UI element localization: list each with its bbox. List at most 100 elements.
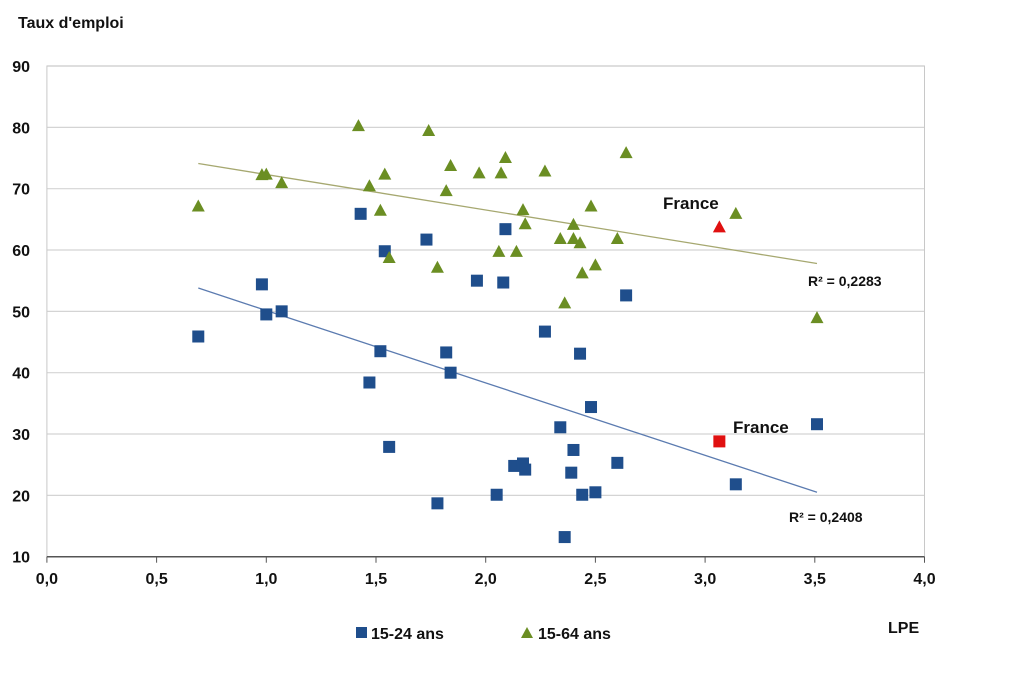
france-label-15-24: France bbox=[733, 418, 789, 437]
data-point-15-64 bbox=[362, 179, 376, 192]
data-point-15-64 bbox=[444, 158, 458, 171]
data-point-15-64 bbox=[382, 250, 396, 263]
legend-label-15-24: 15-24 ans bbox=[371, 626, 444, 643]
data-point-15-64 bbox=[373, 203, 387, 216]
data-point-15-64 bbox=[588, 258, 602, 271]
data-point-15-64 bbox=[275, 176, 289, 189]
y-tick-label: 10 bbox=[12, 550, 30, 567]
x-tick-label: 1,0 bbox=[255, 571, 277, 588]
r2-label-15-24: R² = 0,2408 bbox=[789, 509, 863, 525]
data-point-15-64 bbox=[584, 199, 598, 212]
data-point-15-64 bbox=[191, 199, 205, 212]
data-point-15-64 bbox=[729, 206, 743, 219]
trend-line-0 bbox=[198, 287, 818, 493]
data-point-15-64 bbox=[575, 266, 589, 279]
data-point-15-64 bbox=[619, 146, 633, 159]
y-tick-label: 30 bbox=[12, 427, 30, 444]
y-tick-label: 80 bbox=[12, 120, 30, 137]
x-tick-label: 0,5 bbox=[145, 571, 167, 588]
y-ticks: 10 20 30 40 50 60 70 80 90 bbox=[12, 59, 30, 567]
data-point-15-24 bbox=[444, 366, 457, 379]
data-point-15-24 bbox=[576, 488, 589, 501]
legend-label-15-64: 15-64 ans bbox=[538, 626, 611, 643]
y-tick-label: 60 bbox=[12, 243, 30, 260]
data-point-15-64 bbox=[472, 166, 486, 179]
y-axis-label: Taux d'emploi bbox=[18, 15, 124, 32]
data-point-15-64 bbox=[538, 164, 552, 177]
data-point-15-24 bbox=[383, 440, 396, 453]
r2-label-15-64: R² = 0,2283 bbox=[808, 273, 882, 289]
data-point-15-24 bbox=[519, 463, 532, 476]
data-point-15-64 bbox=[494, 166, 508, 179]
data-point-15-24 bbox=[470, 274, 483, 287]
data-point-15-64 bbox=[492, 244, 506, 257]
x-tick-label: 3,0 bbox=[694, 571, 716, 588]
data-point-15-64 bbox=[422, 124, 436, 137]
data-point-15-24 bbox=[585, 401, 598, 414]
data-point-15-24 bbox=[260, 308, 273, 321]
data-point-15-64 bbox=[610, 231, 624, 244]
data-point-15-24 bbox=[554, 421, 567, 434]
france-point-15-24 bbox=[713, 435, 726, 448]
x-axis-label: LPE bbox=[888, 620, 919, 637]
x-tick-label: 4,0 bbox=[913, 571, 935, 588]
data-point-15-24 bbox=[374, 345, 387, 358]
data-point-15-24 bbox=[565, 466, 578, 479]
legend: 15-24 ans 15-64 ans bbox=[356, 626, 611, 643]
x-tick-label: 2,5 bbox=[584, 571, 606, 588]
data-point-15-24 bbox=[611, 456, 624, 469]
data-point-15-24 bbox=[431, 497, 444, 510]
data-points bbox=[191, 119, 824, 544]
data-point-15-64 bbox=[439, 184, 453, 197]
data-point-15-24 bbox=[729, 478, 742, 491]
data-point-15-24 bbox=[589, 486, 602, 499]
data-point-15-64 bbox=[518, 217, 532, 230]
data-point-15-64 bbox=[259, 167, 273, 180]
data-point-15-64 bbox=[509, 244, 523, 257]
france-point-15-64 bbox=[712, 220, 726, 233]
data-point-15-64 bbox=[516, 203, 530, 216]
data-point-15-64 bbox=[573, 236, 587, 249]
y-tick-label: 50 bbox=[12, 304, 30, 321]
x-tick-label: 0,0 bbox=[36, 571, 58, 588]
trend-line-1 bbox=[198, 162, 818, 265]
data-point-15-24 bbox=[420, 233, 433, 246]
x-tick-label: 3,5 bbox=[804, 571, 826, 588]
y-tick-label: 70 bbox=[12, 182, 30, 199]
data-point-15-64 bbox=[430, 260, 444, 273]
data-point-15-64 bbox=[351, 119, 365, 132]
data-point-15-64 bbox=[498, 151, 512, 164]
x-ticks: 0,0 0,5 1,0 1,5 2,0 2,5 3,0 3,5 4,0 bbox=[36, 556, 936, 588]
y-tick-label: 90 bbox=[12, 59, 30, 76]
legend-triangle-icon bbox=[521, 627, 533, 638]
legend-square-icon bbox=[356, 627, 367, 638]
data-point-15-24 bbox=[558, 531, 571, 544]
data-point-15-24 bbox=[363, 376, 376, 389]
data-point-15-24 bbox=[275, 305, 288, 318]
france-label-15-64: France bbox=[663, 194, 719, 213]
data-point-15-24 bbox=[490, 488, 503, 501]
data-point-15-24 bbox=[567, 443, 580, 456]
gridlines bbox=[46, 65, 925, 496]
data-point-15-24 bbox=[192, 330, 205, 343]
data-point-15-24 bbox=[538, 325, 551, 338]
y-tick-label: 40 bbox=[12, 366, 30, 383]
data-point-15-64 bbox=[553, 231, 567, 244]
data-point-15-64 bbox=[558, 296, 572, 309]
data-point-15-24 bbox=[497, 276, 510, 289]
data-point-15-24 bbox=[574, 347, 587, 360]
data-point-15-24 bbox=[354, 207, 367, 220]
trend-lines bbox=[198, 162, 818, 493]
x-tick-label: 2,0 bbox=[475, 571, 497, 588]
data-point-15-24 bbox=[620, 289, 633, 302]
x-tick-label: 1,5 bbox=[365, 571, 387, 588]
data-point-15-64 bbox=[810, 311, 824, 324]
data-point-15-24 bbox=[255, 278, 268, 291]
data-point-15-24 bbox=[499, 223, 512, 236]
data-point-15-64 bbox=[378, 167, 392, 180]
data-point-15-24 bbox=[440, 346, 453, 359]
data-point-15-24 bbox=[810, 418, 823, 431]
data-point-15-64 bbox=[566, 217, 580, 230]
data-point-15-64 bbox=[566, 231, 580, 244]
